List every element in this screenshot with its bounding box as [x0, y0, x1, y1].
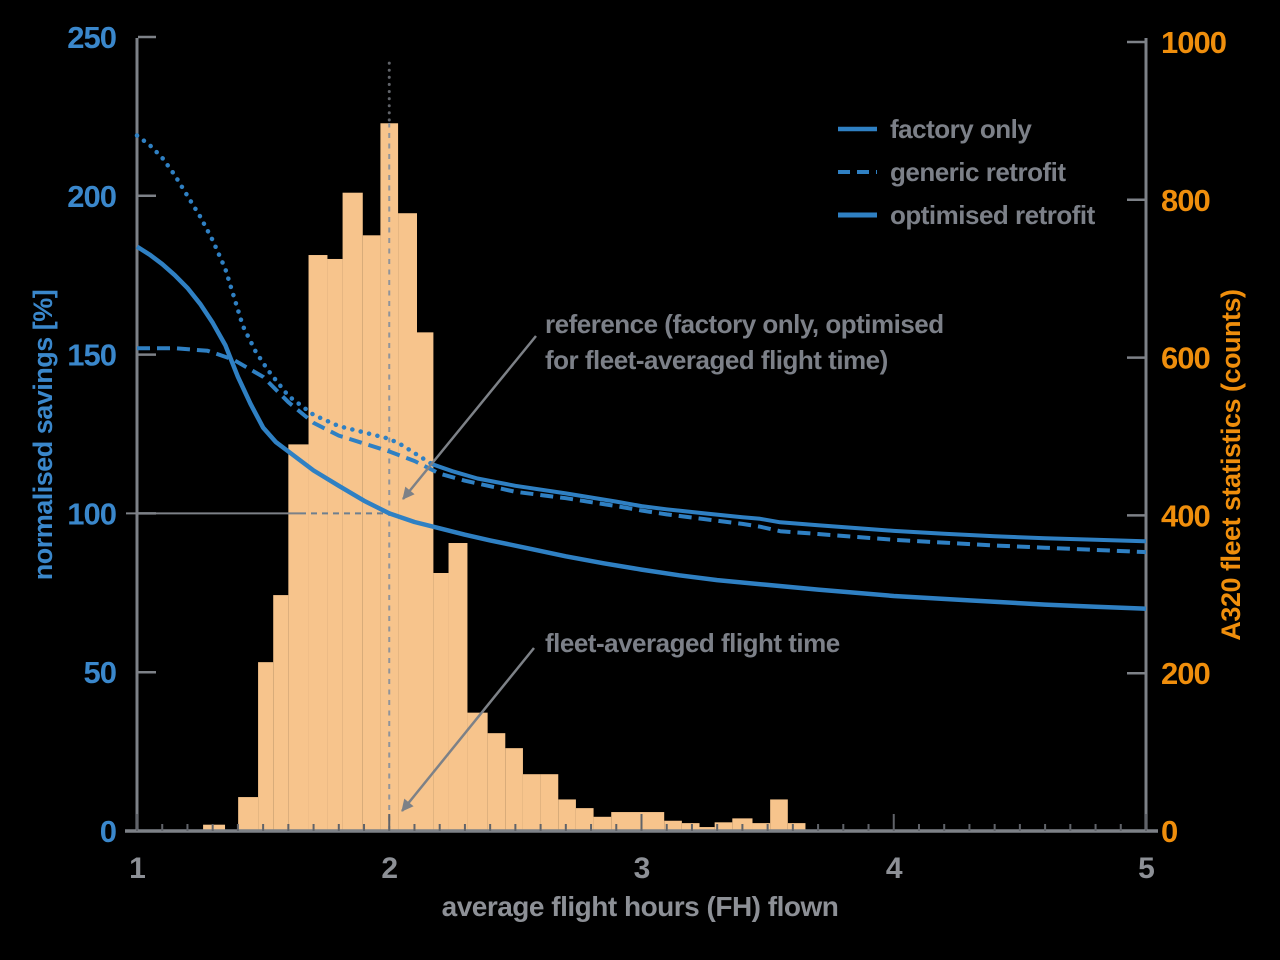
histogram-bar: [540, 774, 559, 830]
fleet-average-arrow: [401, 647, 535, 812]
left-axis-tick-label: 50: [84, 655, 116, 690]
histogram-bar: [342, 192, 363, 831]
x-axis-title: average flight hours (FH) flown: [442, 891, 839, 922]
legend-label-generic-retrofit: generic retrofit: [890, 157, 1066, 187]
histogram-bar: [433, 572, 449, 830]
histogram-bar: [714, 822, 733, 830]
tick-labels-layer: 0 50 100 150 200 250 0 200 400 600 800 1000 1 2 3 4 5: [67, 20, 1227, 885]
left-axis-tick-label: 100: [67, 496, 116, 531]
histogram-bar: [611, 812, 665, 830]
histogram-layer: [203, 123, 806, 831]
histogram-bar: [593, 816, 612, 830]
histogram-bar: [273, 595, 289, 830]
fleet-average-annotation: fleet-averaged flight time: [401, 628, 840, 812]
histogram-bar: [327, 258, 343, 831]
legend-label-optimised-retrofit: optimised retrofit: [890, 200, 1096, 230]
x-axis-tick-label: 4: [886, 852, 903, 885]
histogram-bar: [362, 235, 381, 830]
right-axis-tick-label: 800: [1161, 183, 1210, 218]
reference-annotation-line1: reference (factory only, optimised: [545, 309, 944, 339]
right-axis-tick-label: 600: [1161, 341, 1210, 376]
reference-annotation: reference (factory only, optimised for f…: [402, 309, 944, 500]
axes-layer: [125, 35, 1158, 833]
left-axis-tick-label: 250: [67, 20, 116, 55]
right-axis-title: A320 fleet statistics (counts): [1216, 289, 1246, 640]
legend-label-factory-only: factory only: [890, 114, 1032, 144]
left-axis-tick-label: 0: [100, 814, 116, 849]
x-axis-tick-label: 2: [381, 852, 397, 885]
reference-annotation-line2: for fleet-averaged flight time): [545, 345, 888, 375]
left-axis-tick-label: 150: [67, 338, 116, 373]
histogram-bar: [238, 797, 259, 830]
right-axis-tick-label: 400: [1161, 498, 1210, 533]
series-optimised-retrofit-low-fh-segment-: [134, 133, 435, 467]
histogram-bar: [308, 255, 328, 830]
histogram-bar: [522, 774, 541, 830]
histogram-bar: [681, 823, 700, 830]
histogram-bar: [558, 799, 576, 830]
left-axis-tick-label: 200: [67, 179, 116, 214]
right-axis-tick-label: 200: [1161, 656, 1210, 691]
histogram-bar: [288, 444, 309, 830]
x-axis-tick-label: 5: [1138, 852, 1154, 885]
x-axis-tick-label: 3: [634, 852, 650, 885]
histogram-bar: [664, 820, 682, 830]
series-factory-only: [135, 244, 1147, 611]
histogram-bar: [380, 123, 399, 831]
histogram-bar: [699, 827, 715, 830]
histogram-bar: [467, 712, 488, 830]
histogram-bar: [752, 823, 771, 830]
left-axis-title: normalised savings [%]: [28, 290, 58, 581]
histogram-bar: [770, 799, 788, 830]
histogram-bar: [448, 543, 468, 830]
line-series-layer: [134, 133, 1147, 611]
right-axis-tick-label: 0: [1161, 814, 1177, 849]
histogram-bar: [258, 662, 274, 830]
histogram-bar: [416, 332, 434, 830]
legend: factory only generic retrofit optimised …: [838, 114, 1096, 230]
series-generic-retrofit: [137, 346, 1147, 555]
fleet-average-annotation-label: fleet-averaged flight time: [545, 628, 840, 658]
histogram-bar: [203, 824, 226, 830]
x-axis-tick-label: 1: [129, 852, 145, 885]
reference-arrow: [402, 335, 537, 500]
histogram-bar: [505, 748, 523, 830]
histogram-bar: [787, 823, 806, 830]
histogram-bar: [487, 733, 506, 830]
series-optimised-retrofit: [431, 462, 1147, 544]
right-axis-tick-label: 1000: [1161, 25, 1226, 60]
histogram-bar: [575, 808, 594, 830]
